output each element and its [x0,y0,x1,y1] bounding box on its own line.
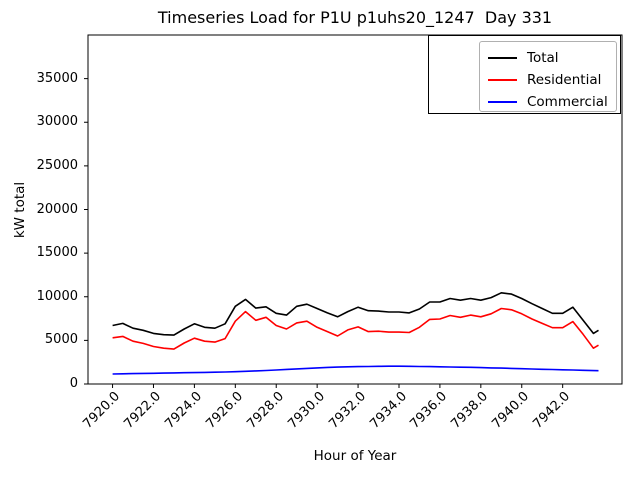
y-tick-label: 35000 [36,70,78,86]
legend-line-commercial-swatch [488,101,517,103]
y-tick-label: 30000 [36,114,78,130]
legend-line-total-swatch [488,57,517,59]
legend-line-residential-swatch [488,79,517,81]
legend-frame [428,35,621,114]
y-tick-label: 15000 [36,245,78,261]
legend-entry-commercial: Commercial [480,91,616,113]
x-axis-label: Hour of Year [313,448,397,464]
legend: Total Residential Commercial [479,41,617,112]
legend-label-total: Total [527,50,559,66]
legend-label-commercial: Commercial [527,94,608,110]
y-tick-label: 25000 [36,157,78,173]
legend-entry-residential: Residential [480,69,616,91]
y-tick-label: 5000 [44,332,78,348]
chart-title: Timeseries Load for P1U p1uhs20_1247 Day… [157,8,553,27]
y-tick-label: 0 [69,376,78,391]
y-tick-label: 20000 [36,201,78,217]
legend-entry-total: Total [480,47,616,69]
y-tick-label: 10000 [36,288,78,304]
legend-label-residential: Residential [527,72,602,88]
